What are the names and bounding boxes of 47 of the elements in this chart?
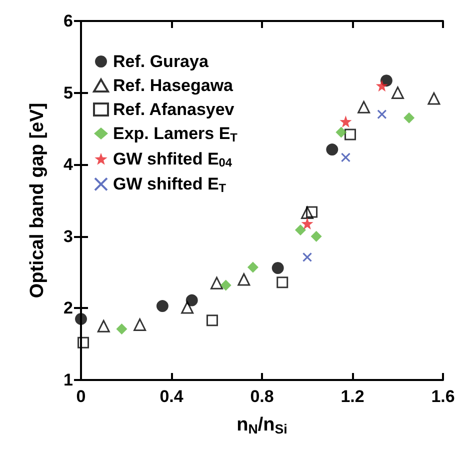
point	[428, 92, 440, 105]
point	[97, 320, 110, 332]
point	[75, 312, 87, 325]
y-tick-label: 5	[64, 83, 73, 102]
point	[302, 252, 312, 262]
point	[220, 280, 232, 291]
point	[134, 318, 146, 331]
point	[336, 126, 347, 138]
point	[301, 206, 314, 219]
point	[392, 86, 404, 100]
point	[181, 301, 194, 314]
point	[377, 110, 387, 120]
x-tick-label: 0.8	[250, 387, 274, 406]
x-tick-label: 0.4	[160, 387, 184, 406]
point	[272, 262, 284, 274]
y-tick-label: 6	[64, 12, 73, 30]
legend-label: Ref. Afanasyev	[113, 100, 235, 119]
point	[294, 224, 306, 236]
x-tick-label: 1.2	[340, 387, 364, 406]
point	[116, 324, 128, 335]
point	[156, 300, 168, 312]
y-tick-label: 1	[64, 370, 73, 390]
point	[344, 128, 356, 140]
legend-label: Ref. Hasegawa	[113, 76, 234, 95]
point	[404, 112, 415, 124]
y-tick-label: 3	[64, 226, 73, 246]
point	[376, 80, 388, 92]
point	[206, 314, 218, 326]
point	[301, 217, 314, 230]
point	[306, 206, 318, 218]
x-tick-label: 1.6	[431, 387, 455, 406]
x-tick-label: 0	[76, 387, 86, 406]
y-tick-label: 2	[64, 298, 73, 318]
point	[358, 100, 370, 114]
point	[186, 294, 198, 306]
point	[340, 152, 351, 162]
point	[210, 276, 223, 290]
point	[326, 144, 338, 156]
point	[310, 230, 322, 242]
point	[247, 262, 258, 273]
point	[276, 276, 288, 288]
point	[238, 273, 250, 286]
y-tick-label: 4	[64, 155, 74, 174]
point	[78, 336, 90, 348]
point	[340, 116, 352, 128]
legend-label: Ref. Guraya	[113, 52, 209, 71]
y-axis-title: Optical band gap [eV]	[27, 102, 48, 298]
